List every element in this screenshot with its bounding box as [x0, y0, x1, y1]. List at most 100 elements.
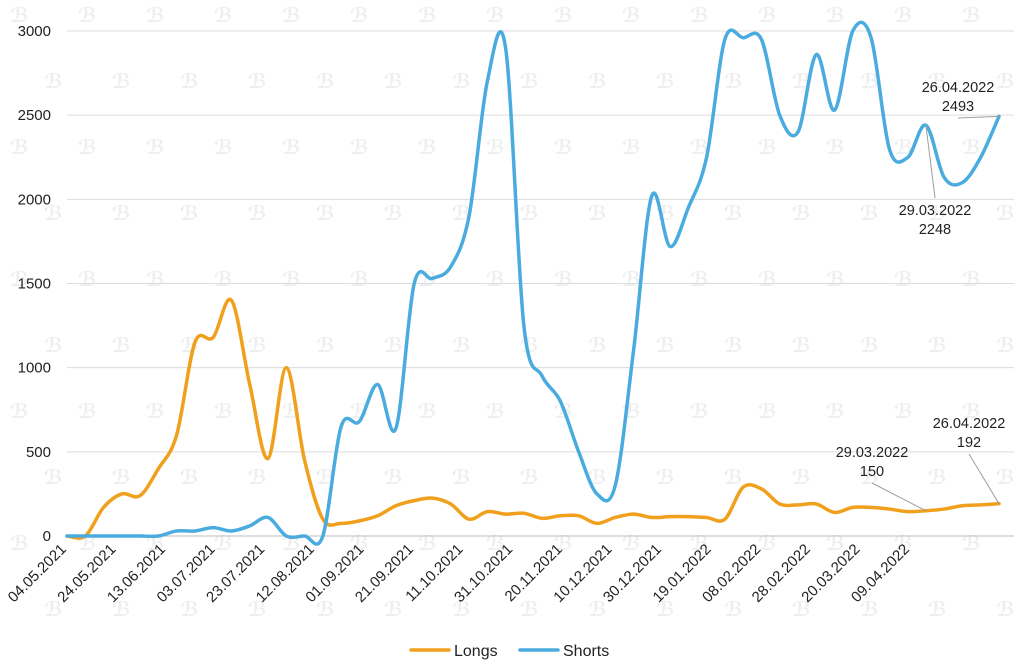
watermark-logo-icon: ℬ [690, 3, 709, 27]
watermark-logo-icon: ℬ [996, 333, 1015, 357]
watermark-logo-icon: ℬ [10, 135, 29, 159]
watermark-logo-icon: ℬ [384, 465, 403, 489]
watermark-logo-icon: ℬ [112, 69, 131, 93]
watermark-logo-icon: ℬ [724, 465, 743, 489]
watermark-logo-icon: ℬ [350, 399, 369, 423]
watermark-logo-icon: ℬ [180, 465, 199, 489]
watermark-logo-icon: ℬ [928, 465, 947, 489]
watermark-logo-icon: ℬ [452, 69, 471, 93]
watermark-logo-icon: ℬ [486, 399, 505, 423]
watermark-logo-icon: ℬ [316, 201, 335, 225]
x-axis-tick-labels: 04.05.202124.05.202113.06.202103.07.2021… [5, 541, 913, 606]
watermark-logo-icon: ℬ [792, 465, 811, 489]
watermark-logo-icon: ℬ [996, 465, 1015, 489]
watermark-logo-icon: ℬ [996, 201, 1015, 225]
watermark-logo-icon: ℬ [146, 267, 165, 291]
watermark-logo-icon: ℬ [10, 267, 29, 291]
watermark-logo-icon: ℬ [418, 531, 437, 555]
series-lines [65, 20, 1001, 546]
watermark-logo-icon: ℬ [656, 69, 675, 93]
watermark-logo-icon: ℬ [316, 597, 335, 621]
watermark-logo-icon: ℬ [928, 201, 947, 225]
watermark-logo-icon: ℬ [112, 465, 131, 489]
watermark-logo-icon: ℬ [248, 69, 267, 93]
watermark-logo-icon: ℬ [78, 399, 97, 423]
watermark-logo-icon: ℬ [996, 69, 1015, 93]
watermark-logo-icon: ℬ [962, 267, 981, 291]
legend-longs-label: Longs [454, 643, 498, 660]
watermark-logo-icon: ℬ [622, 3, 641, 27]
watermark-logo-icon: ℬ [758, 531, 777, 555]
watermark-logo-icon: ℬ [826, 531, 845, 555]
watermark-logo-icon: ℬ [214, 531, 233, 555]
watermark-logo-icon: ℬ [452, 597, 471, 621]
watermark-logo-icon: ℬ [690, 399, 709, 423]
watermark-logo-icon: ℬ [180, 69, 199, 93]
watermark-logo-icon: ℬ [112, 333, 131, 357]
watermark-logo-icon: ℬ [724, 333, 743, 357]
watermark-logo-icon: ℬ [894, 531, 913, 555]
annotation-date-label: 26.04.2022 [922, 80, 995, 96]
watermark-logo-icon: ℬ [656, 333, 675, 357]
watermark-logo-icon: ℬ [962, 399, 981, 423]
watermark-logo-icon: ℬ [894, 135, 913, 159]
watermark-logo-icon: ℬ [282, 3, 301, 27]
watermark-logo-icon: ℬ [452, 465, 471, 489]
watermark-logo-icon: ℬ [486, 531, 505, 555]
watermark-logo-icon: ℬ [996, 597, 1015, 621]
watermark-logo-icon: ℬ [350, 531, 369, 555]
watermark-logo-icon: ℬ [588, 69, 607, 93]
watermark-logo-icon: ℬ [248, 465, 267, 489]
watermark-logo-icon: ℬ [554, 3, 573, 27]
y-tick-label: 0 [43, 528, 51, 545]
watermark-logo-icon: ℬ [520, 465, 539, 489]
legend: Longs Shorts [409, 643, 609, 660]
watermark-logo-icon: ℬ [860, 465, 879, 489]
watermark-logo-icon: ℬ [10, 531, 29, 555]
watermark-logo-icon: ℬ [146, 3, 165, 27]
watermark-logo-icon: ℬ [928, 597, 947, 621]
watermark-logo-icon: ℬ [758, 135, 777, 159]
watermark-logo-icon: ℬ [112, 597, 131, 621]
watermark-logo-icon: ℬ [690, 267, 709, 291]
watermark-logo-icon: ℬ [418, 135, 437, 159]
watermark-logo-icon: ℬ [826, 399, 845, 423]
watermark-logo-icon: ℬ [384, 201, 403, 225]
annotation-value-label: 150 [860, 464, 884, 480]
watermark-logo-icon: ℬ [588, 333, 607, 357]
watermark-logo-icon: ℬ [452, 333, 471, 357]
watermark-logo-icon: ℬ [792, 69, 811, 93]
watermark-logo-icon: ℬ [44, 69, 63, 93]
watermark-logo-icon: ℬ [486, 267, 505, 291]
watermark-logo-icon: ℬ [860, 597, 879, 621]
watermark-logo-icon: ℬ [384, 69, 403, 93]
watermark-logo-icon: ℬ [44, 201, 63, 225]
watermark-logo-icon: ℬ [622, 531, 641, 555]
series-line-shorts [65, 20, 1001, 546]
watermark-logo-icon: ℬ [78, 267, 97, 291]
watermark-logo-icon: ℬ [180, 597, 199, 621]
watermark-logo-icon: ℬ [180, 201, 199, 225]
watermark-logo-icon: ℬ [962, 531, 981, 555]
watermark-logo-icon: ℬ [350, 135, 369, 159]
annotation-date-label: 29.03.2022 [899, 203, 972, 219]
watermark-logo-icon: ℬ [860, 333, 879, 357]
watermark-logo-icon: ℬ [554, 135, 573, 159]
watermark-logo-icon: ℬ [622, 135, 641, 159]
watermark-logo-icon: ℬ [792, 201, 811, 225]
watermark-logo-icon: ℬ [588, 465, 607, 489]
watermark-logo-icon: ℬ [350, 267, 369, 291]
annotation-value-label: 2248 [919, 222, 951, 238]
watermark-logo-icon: ℬ [418, 399, 437, 423]
watermark-logo-icon: ℬ [248, 333, 267, 357]
watermark-logo-icon: ℬ [826, 267, 845, 291]
watermark-logo-icon: ℬ [316, 465, 335, 489]
watermark-logo-icon: ℬ [214, 399, 233, 423]
y-tick-label: 3000 [18, 23, 51, 40]
watermark-logo-icon: ℬ [826, 3, 845, 27]
watermark-logo-icon: ℬ [554, 267, 573, 291]
annotation-date-label: 26.04.2022 [933, 416, 1006, 432]
watermark-logo-icon: ℬ [792, 333, 811, 357]
